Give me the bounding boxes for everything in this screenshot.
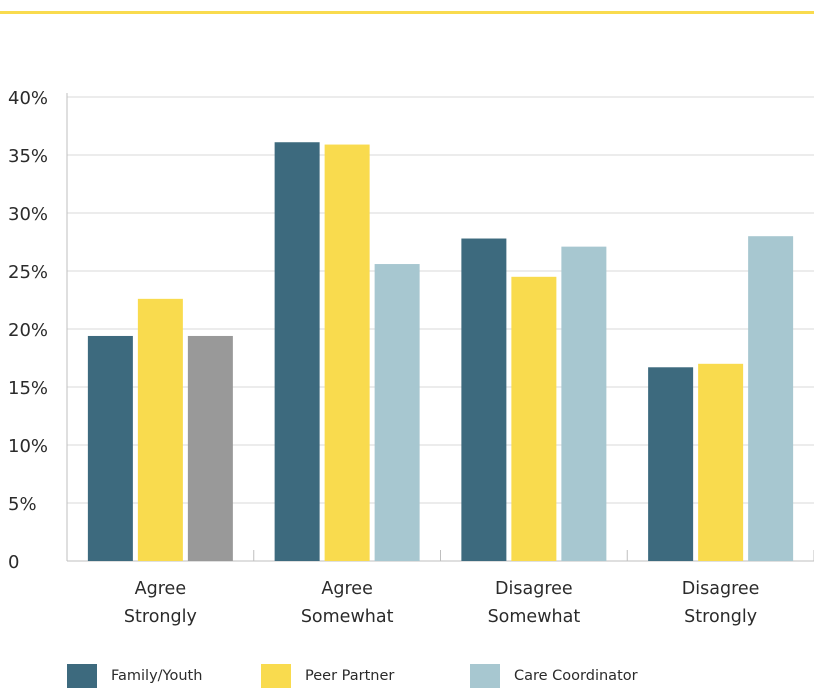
bar-care-coordinator-0 — [187, 335, 233, 561]
bar-chart: 05%10%15%20%25%30%35%40% Agree StronglyAg… — [8, 88, 814, 627]
legend-label-peer-partner: Peer Partner — [305, 668, 395, 684]
y-tick-label: 5% — [8, 494, 37, 515]
category-labels: Agree Strongly Agree Somewhat Disagree Somewh… — [124, 579, 760, 627]
y-tick-label: 0 — [8, 552, 19, 573]
category-label: Disagree Somewhat — [488, 579, 581, 627]
bar-peer-partner-2 — [511, 276, 557, 561]
bar-peer-partner-0 — [137, 298, 183, 561]
bar-family-youth-2 — [461, 238, 507, 561]
bar-family-youth-1 — [274, 142, 320, 562]
y-tick-label: 25% — [8, 262, 48, 283]
y-tick-labels: 0 5% 10% 15% 20% 25% 30% 35% 40% — [8, 88, 48, 573]
legend-label-care-coordinator: Care Coordinator — [514, 668, 638, 684]
legend-item-peer-partner: Peer Partner — [261, 664, 394, 688]
legend-swatch-family-youth — [67, 664, 97, 688]
category-label: Disagree Strongly — [682, 579, 760, 627]
bar-care-coordinator-2 — [561, 246, 607, 561]
bar-peer-partner-1 — [324, 144, 370, 561]
y-tick-label: 30% — [8, 204, 48, 225]
y-tick-label: 35% — [8, 146, 48, 167]
bar-care-coordinator-3 — [748, 236, 794, 561]
y-tick-label: 40% — [8, 88, 48, 109]
bar-family-youth-3 — [648, 367, 694, 561]
legend-label-family-youth: Family/Youth — [111, 668, 203, 684]
bar-care-coordinator-1 — [374, 264, 420, 561]
y-tick-label: 10% — [8, 436, 48, 457]
y-tick-label: 15% — [8, 378, 48, 399]
category-label: Agree Strongly — [124, 579, 197, 627]
bars — [87, 142, 794, 562]
category-label: Agree Somewhat — [301, 579, 394, 627]
legend: Family/Youth Peer Partner Care Coordinat… — [0, 664, 814, 688]
y-tick-label: 20% — [8, 320, 48, 341]
legend-swatch-peer-partner — [261, 664, 291, 688]
bar-peer-partner-3 — [698, 363, 744, 561]
legend-item-care-coordinator: Care Coordinator — [470, 664, 638, 688]
top-accent-rule — [0, 11, 814, 14]
legend-swatch-care-coordinator — [470, 664, 500, 688]
legend-item-family-youth: Family/Youth — [67, 664, 202, 688]
bar-family-youth-0 — [87, 335, 133, 561]
